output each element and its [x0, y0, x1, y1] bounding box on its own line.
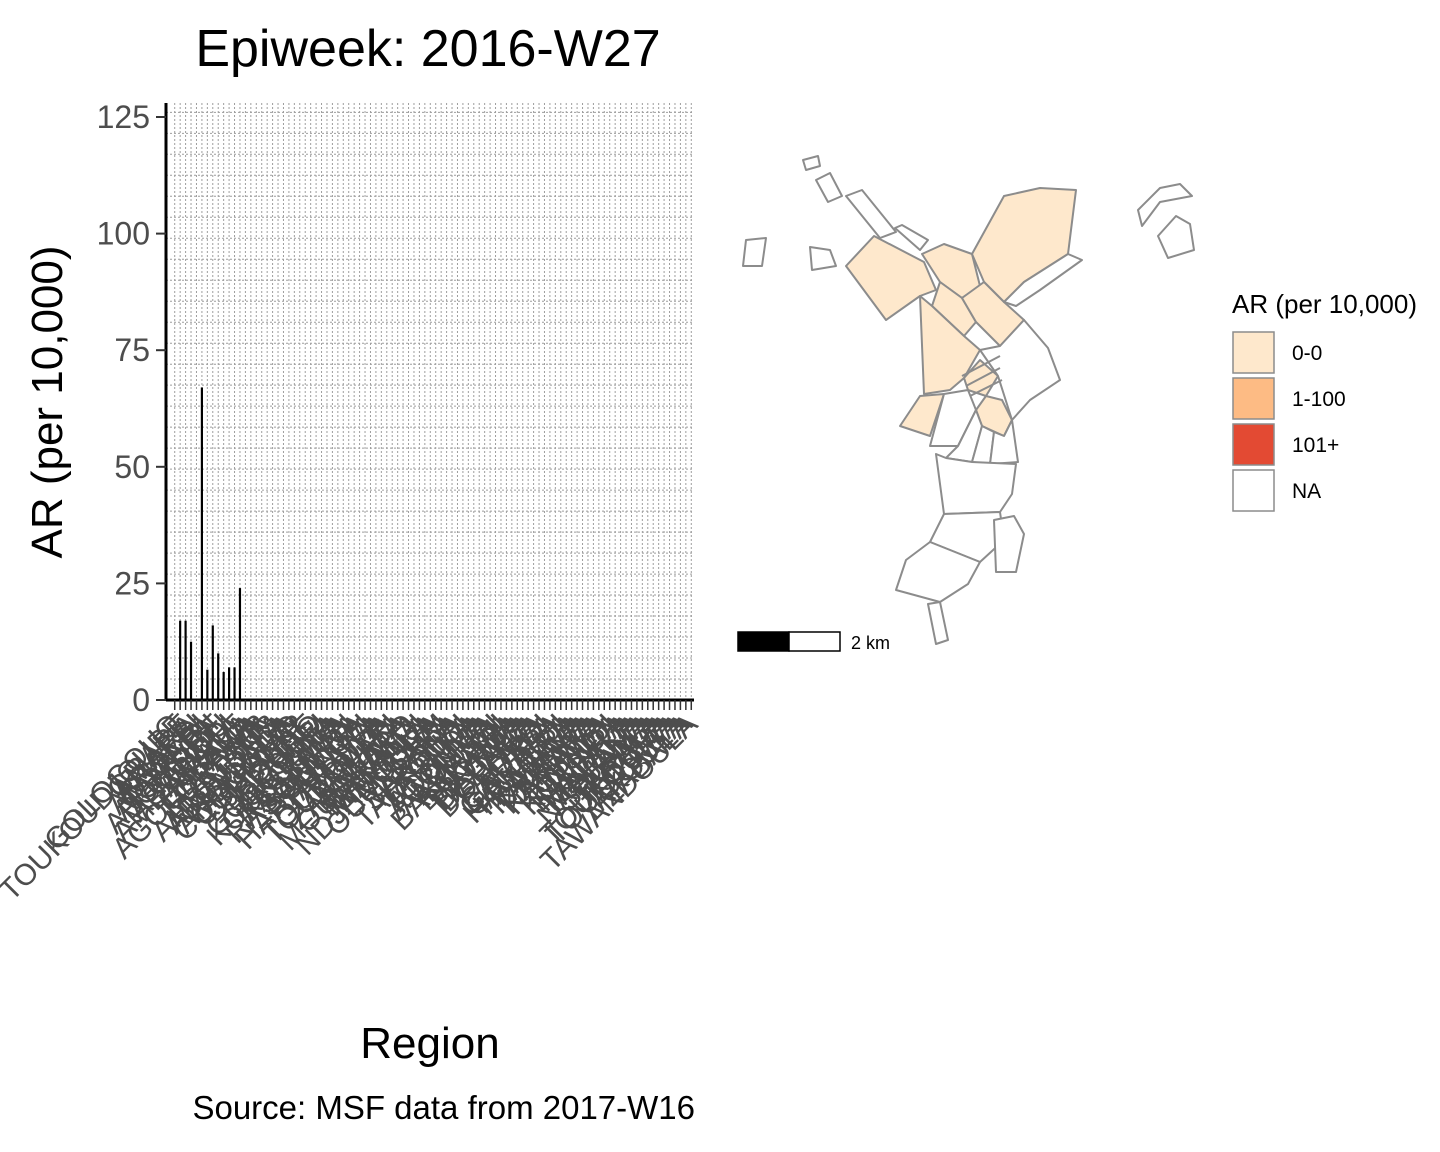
- bar-assayri: [200, 387, 203, 700]
- bar-tawala: [206, 669, 209, 700]
- gridlines: [166, 103, 694, 701]
- y-tick-label: 100: [97, 216, 150, 252]
- legend-swatch: [1232, 423, 1275, 466]
- bar-amaraki: [211, 625, 214, 700]
- map-region: [927, 601, 949, 645]
- bar-abousire: [217, 653, 220, 700]
- map-region: [1137, 183, 1193, 227]
- y-axis-title: AR (per 10,000): [23, 245, 72, 558]
- map-region: [895, 541, 981, 603]
- map-region: [742, 237, 767, 267]
- map-legend: AR (per 10,000) 0-0 1-100 101+ NA: [1232, 289, 1417, 512]
- map-region: [993, 515, 1025, 573]
- scale-bar-label: 2 km: [851, 633, 890, 653]
- y-tick-label: 75: [114, 332, 150, 368]
- y-tick-label: 0: [132, 682, 150, 718]
- bar-amara: [189, 641, 193, 700]
- legend-label: 101+: [1292, 434, 1339, 457]
- bar-tarou: [222, 672, 225, 700]
- legend-label: 1-100: [1292, 388, 1346, 411]
- legend-swatch: [1232, 331, 1275, 374]
- legend-items: 0-0 1-100 101+ NA: [1232, 331, 1346, 512]
- chart-title: Epiweek: 2016-W27: [195, 20, 660, 78]
- bar-grape: [184, 620, 187, 700]
- map-region: [815, 172, 843, 203]
- map-boundary: [969, 379, 1003, 397]
- chart-caption: Source: MSF data from 2017-W16: [192, 1089, 695, 1126]
- y-ticks: 0 25 50 75 100 125: [97, 99, 166, 718]
- y-tick-label: 125: [97, 99, 150, 135]
- legend-swatch: [1232, 377, 1275, 420]
- legend-label: 0-0: [1292, 342, 1322, 365]
- legend-swatch: [1232, 469, 1275, 512]
- map-region-0-0: [919, 295, 981, 395]
- bar-toukoudjoube: [179, 620, 182, 700]
- bar-plot-area: 0 25 50 75 100 125 GOLOGOUOTOUKOUDJOUBEGRAPEA…: [0, 99, 704, 907]
- map-boundary: [961, 355, 1001, 377]
- map-region-0-0: [845, 235, 937, 321]
- map-region: [809, 246, 837, 271]
- bar-amale: [238, 588, 242, 700]
- bars: [179, 387, 242, 700]
- map-region: [894, 224, 929, 251]
- map-boundary: [965, 367, 1001, 387]
- map-region: [1003, 253, 1083, 307]
- y-tick-label: 50: [114, 449, 150, 485]
- x-axis-title: Region: [360, 1019, 499, 1068]
- region-map: [742, 155, 1195, 645]
- legend-title: AR (per 10,000): [1232, 289, 1417, 319]
- scale-bar: 2 km: [737, 631, 890, 653]
- bar-ambaraka: [233, 667, 236, 700]
- map-region: [929, 511, 1005, 563]
- y-tick-label: 25: [114, 565, 150, 601]
- map-region: [989, 419, 1019, 465]
- map-region: [979, 319, 1061, 421]
- map-region: [802, 155, 821, 171]
- bar-asouddi: [228, 667, 231, 700]
- scale-bar-white-segment: [788, 631, 841, 652]
- x-ticks: GOLOGOUOTOUKOUDJOUBEGRAPEAMARAARAEBIASSA…: [0, 700, 704, 907]
- map-region: [935, 453, 1017, 515]
- map-region: [845, 189, 897, 239]
- scale-bar-black-segment: [737, 631, 790, 652]
- map-region: [1157, 215, 1195, 259]
- legend-label: NA: [1292, 480, 1321, 503]
- map-region-0-0: [931, 281, 977, 337]
